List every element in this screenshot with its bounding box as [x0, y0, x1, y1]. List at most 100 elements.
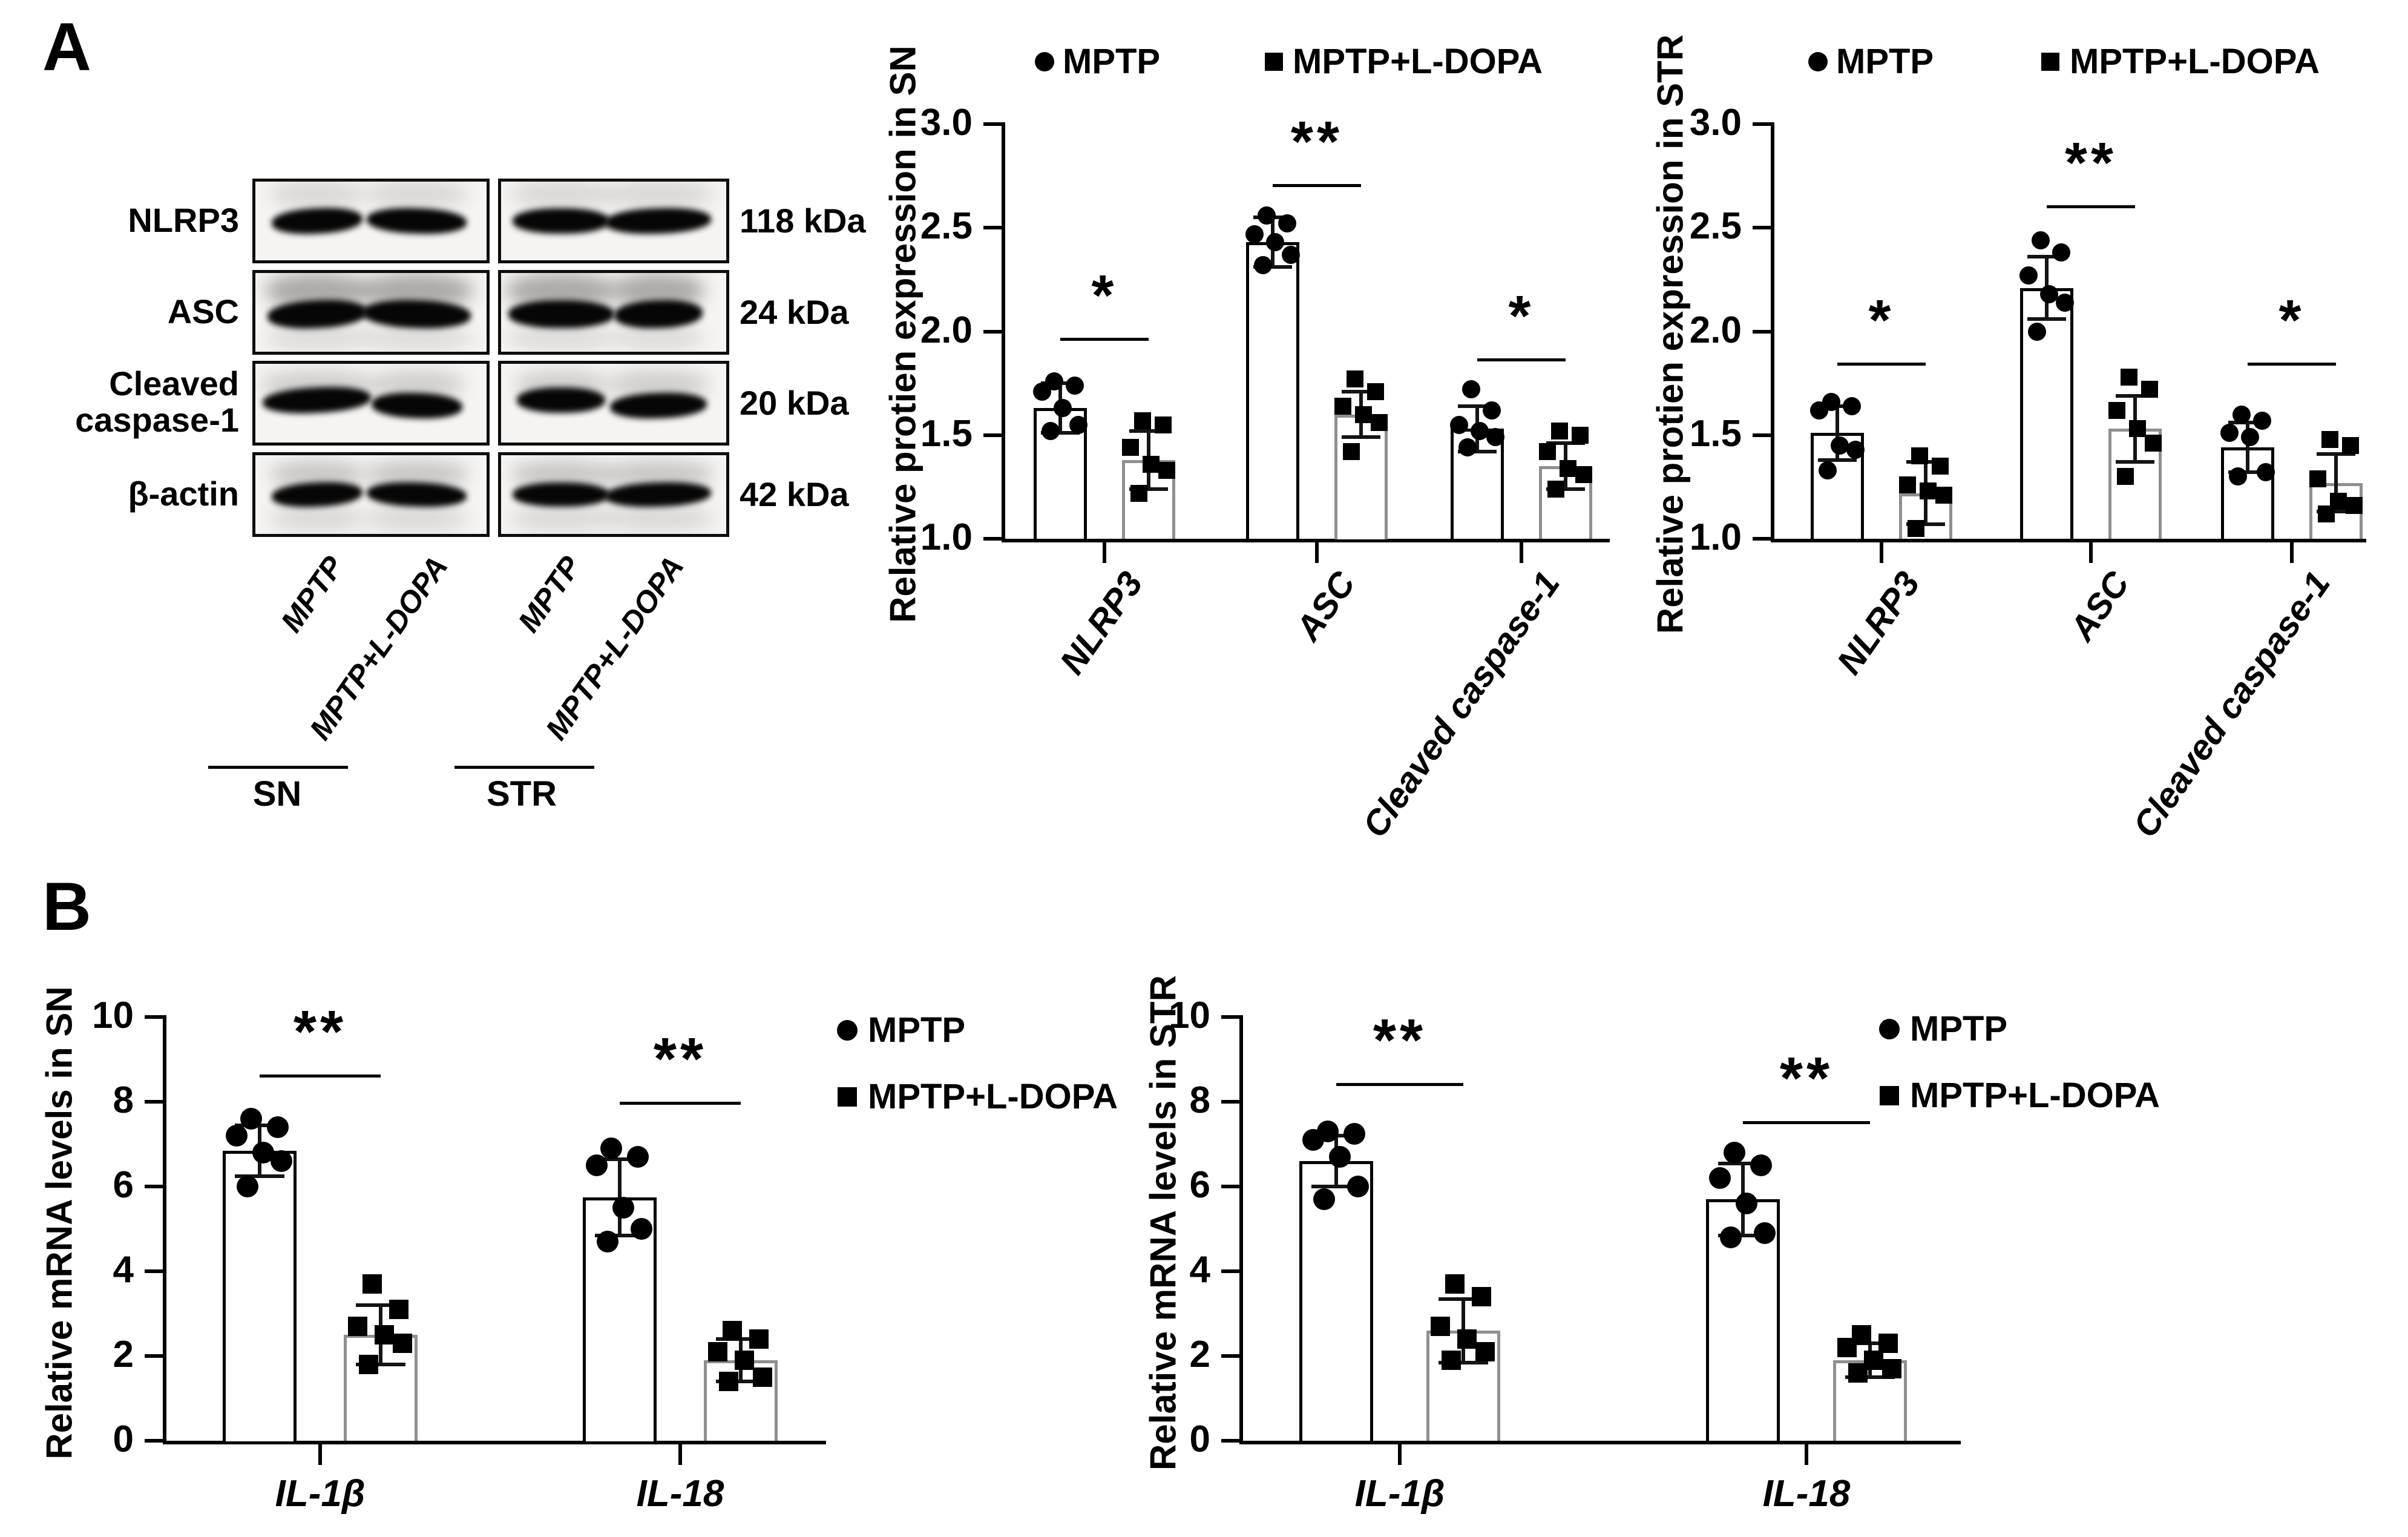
y-tick-label: 6 — [1189, 1164, 1210, 1206]
data-point-circle — [271, 1150, 292, 1172]
data-point-square — [1445, 1274, 1465, 1294]
x-tick — [1103, 542, 1106, 563]
legend-label-mptp-ldopa: MPTP+L-DOPA — [868, 1077, 1118, 1116]
y-axis — [1239, 1015, 1243, 1443]
data-point-circle — [2028, 323, 2046, 341]
error-bar-cap-top — [2027, 255, 2066, 258]
data-point-square — [389, 1300, 408, 1319]
y-tick-label: 2.0 — [1689, 309, 1742, 351]
x-axis — [1239, 1441, 1961, 1444]
data-point-circle — [1313, 1188, 1335, 1210]
data-point-circle — [2220, 424, 2239, 442]
y-tick-label: 3.0 — [920, 102, 973, 143]
region-label: SN — [252, 774, 302, 814]
significance-label: * — [1508, 284, 1535, 348]
data-point-circle — [1754, 1222, 1776, 1244]
y-tick — [983, 330, 1002, 334]
blot-smear — [270, 506, 364, 530]
molecular-weight-label: 24 kDa — [740, 293, 849, 331]
x-tick — [1805, 1444, 1808, 1465]
data-point-circle — [1282, 246, 1300, 264]
data-point-circle — [1720, 1226, 1742, 1248]
data-point-circle — [1245, 225, 1264, 243]
data-point-square — [1882, 1359, 1901, 1378]
y-tick-label: 10 — [1169, 995, 1210, 1036]
legend-label-mptp-ldopa: MPTP+L-DOPA — [1910, 1076, 2160, 1115]
blot-smear — [265, 326, 369, 350]
legend-label-mptp-ldopa: MPTP+L-DOPA — [2070, 42, 2320, 81]
data-point-square — [723, 1321, 742, 1340]
data-point-circle — [1254, 256, 1272, 274]
x-tick — [1880, 542, 1883, 563]
y-tick — [1221, 1185, 1239, 1188]
data-point-circle — [627, 1146, 649, 1168]
error-bar-cap-top — [2116, 394, 2154, 398]
y-tick — [983, 537, 1002, 541]
data-point-square — [1334, 398, 1351, 415]
blot-image-box — [498, 361, 729, 446]
y-tick-label: 0 — [113, 1418, 134, 1460]
y-axis-title: Relative protien expression in SN — [882, 45, 924, 623]
y-tick-label: 4 — [1189, 1249, 1210, 1291]
significance-label: ** — [2065, 131, 2117, 195]
y-tick — [1753, 330, 1771, 334]
data-point-square — [2321, 431, 2338, 448]
data-point-square — [1347, 370, 1363, 387]
legend-label-mptp: MPTP — [1836, 42, 1934, 81]
data-point-circle — [1069, 416, 1088, 434]
data-point-circle — [1483, 401, 1501, 420]
data-point-circle — [1819, 461, 1837, 479]
significance-line — [260, 1075, 381, 1078]
data-point-square — [2117, 468, 2134, 485]
data-point-circle — [1450, 416, 1468, 434]
data-point-circle — [1736, 1193, 1757, 1214]
error-bar-cap-bottom — [1311, 1185, 1361, 1188]
bar-mptp — [1246, 242, 1299, 539]
y-tick-label: 1.5 — [920, 413, 973, 455]
error-bar-cap-bottom — [1253, 265, 1292, 269]
data-point-circle — [2232, 406, 2251, 424]
x-tick — [318, 1444, 322, 1465]
blot-smear — [270, 182, 364, 208]
data-point-square — [1539, 443, 1556, 460]
data-point-square — [1899, 476, 1916, 493]
y-tick — [983, 433, 1002, 437]
data-point-square — [1442, 1351, 1461, 1370]
blot-image-box — [498, 270, 729, 355]
data-point-square — [2342, 437, 2359, 454]
region-underline — [208, 766, 348, 769]
panel-b-label: B — [42, 869, 91, 944]
data-point-square — [753, 1368, 772, 1387]
error-bar-cap-bottom — [1546, 487, 1585, 491]
data-point-circle — [1302, 1129, 1324, 1151]
data-point-circle — [1066, 377, 1084, 395]
data-point-square — [2145, 435, 2162, 452]
region-underline — [454, 766, 594, 769]
error-bar-cap-top — [1342, 390, 1380, 393]
significance-line — [2047, 205, 2135, 208]
blot-image-box — [498, 179, 729, 263]
y-tick-label: 10 — [92, 995, 134, 1036]
data-point-square — [1134, 412, 1151, 429]
blot-smear — [612, 326, 704, 350]
data-point-square — [375, 1325, 394, 1344]
data-point-circle — [2241, 428, 2259, 446]
significance-line — [1060, 338, 1149, 341]
error-bar-cap-top — [1439, 1297, 1488, 1301]
y-tick — [1753, 226, 1771, 229]
error-bar-cap-bottom — [716, 1380, 766, 1383]
blot-target-label: NLRP3 — [128, 201, 239, 239]
legend-label-mptp: MPTP — [1910, 1009, 2008, 1048]
data-point-circle — [612, 1197, 634, 1219]
legend-marker-mptp-ldopa — [2041, 53, 2059, 71]
error-bar-cap-bottom — [356, 1363, 405, 1366]
legend-label-mptp-ldopa: MPTP+L-DOPA — [1293, 42, 1543, 81]
legend-marker-mptp — [1035, 52, 1054, 71]
data-point-square — [2346, 497, 2363, 514]
y-tick — [1221, 1354, 1239, 1358]
y-tick-label: 1.0 — [1689, 516, 1742, 558]
data-point-square — [1932, 458, 1949, 475]
x-axis — [163, 1441, 826, 1444]
data-point-circle — [1458, 438, 1477, 456]
significance-label: ** — [1291, 110, 1343, 174]
